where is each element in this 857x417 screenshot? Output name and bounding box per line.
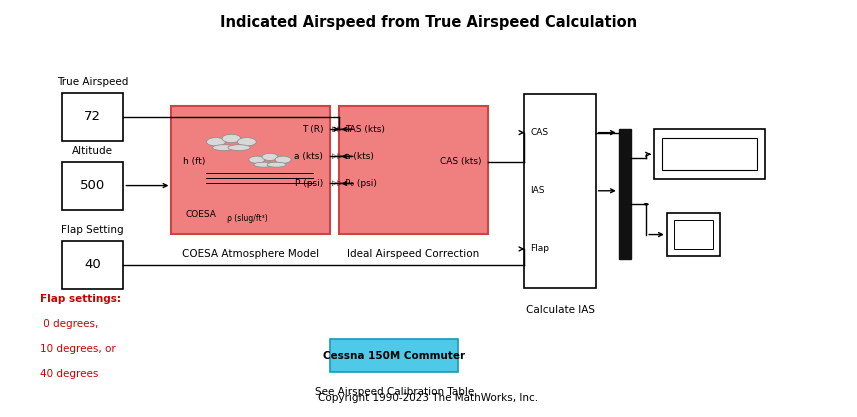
Text: 72: 72	[84, 110, 101, 123]
Text: ▷▷: ▷▷	[332, 153, 343, 159]
Text: True Airspeed: True Airspeed	[57, 78, 129, 88]
Bar	[667, 213, 720, 256]
Bar	[654, 129, 765, 179]
Ellipse shape	[254, 162, 273, 167]
Text: CAS: CAS	[530, 128, 548, 137]
Text: Altitude: Altitude	[72, 146, 113, 156]
Bar	[619, 129, 631, 259]
Text: COESA Atmosphere Model: COESA Atmosphere Model	[182, 249, 320, 259]
Ellipse shape	[207, 138, 225, 146]
Text: P₀ (psi): P₀ (psi)	[345, 179, 377, 188]
Ellipse shape	[249, 156, 265, 163]
Ellipse shape	[213, 145, 235, 151]
Text: a (kts): a (kts)	[345, 152, 375, 161]
Text: P (psi): P (psi)	[295, 179, 323, 188]
Bar	[62, 161, 123, 209]
Ellipse shape	[228, 145, 250, 151]
Text: COESA: COESA	[185, 210, 216, 219]
Bar	[524, 94, 596, 288]
Text: 0 degrees,: 0 degrees,	[40, 319, 99, 329]
Text: Flap settings:: Flap settings:	[40, 294, 122, 304]
Text: a (kts): a (kts)	[294, 152, 323, 161]
Circle shape	[644, 203, 649, 206]
Ellipse shape	[267, 162, 286, 167]
Text: Flap Setting: Flap Setting	[61, 226, 124, 235]
Bar	[339, 106, 488, 234]
Text: Calculate IAS: Calculate IAS	[525, 305, 595, 315]
Text: IAS: IAS	[530, 186, 545, 195]
Text: Cessna 150M Commuter: Cessna 150M Commuter	[323, 351, 465, 361]
Text: ▷▷: ▷▷	[332, 126, 343, 132]
Text: 10 degrees, or: 10 degrees, or	[40, 344, 116, 354]
Text: h (ft): h (ft)	[183, 157, 206, 166]
Text: ▷▷: ▷▷	[332, 181, 343, 186]
Text: 40 degrees: 40 degrees	[40, 369, 99, 379]
Text: 500: 500	[80, 179, 105, 192]
Bar	[171, 106, 330, 234]
Bar	[330, 339, 458, 372]
Text: CAS (kts): CAS (kts)	[440, 157, 482, 166]
Ellipse shape	[262, 153, 278, 161]
Ellipse shape	[222, 134, 241, 143]
Text: 40: 40	[84, 258, 101, 271]
Bar	[62, 93, 123, 141]
Ellipse shape	[237, 138, 256, 146]
Text: Flap: Flap	[530, 244, 549, 254]
Text: Ideal Airspeed Correction: Ideal Airspeed Correction	[347, 249, 480, 259]
Bar	[674, 220, 713, 249]
Bar	[662, 138, 757, 170]
Text: TAS (kts): TAS (kts)	[345, 125, 386, 134]
Text: Indicated Airspeed from True Airspeed Calculation: Indicated Airspeed from True Airspeed Ca…	[220, 15, 637, 30]
Text: See Airspeed Calibration Table: See Airspeed Calibration Table	[315, 387, 474, 397]
Text: ρ (slug/ft³): ρ (slug/ft³)	[227, 214, 268, 224]
Ellipse shape	[275, 156, 291, 163]
Bar	[62, 241, 123, 289]
Text: T (R): T (R)	[302, 125, 323, 134]
Text: Copyright 1990-2023 The MathWorks, Inc.: Copyright 1990-2023 The MathWorks, Inc.	[319, 393, 538, 403]
